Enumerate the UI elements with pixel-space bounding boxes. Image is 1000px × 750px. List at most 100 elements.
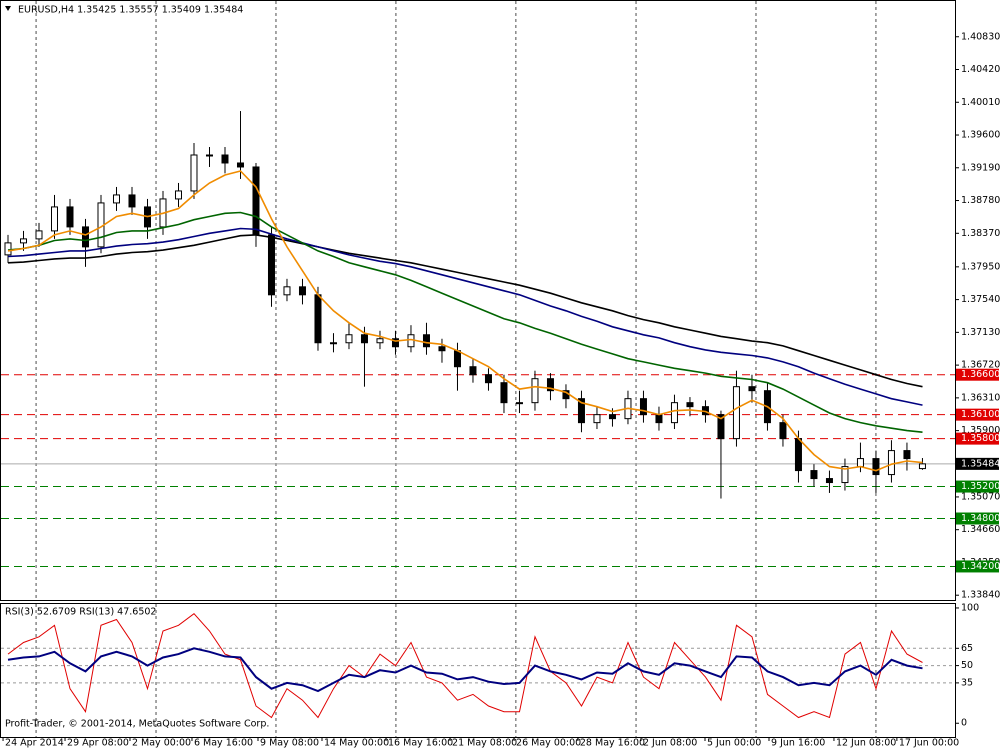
candle-body xyxy=(50,206,58,232)
level-label: 1.36100 xyxy=(961,409,1000,420)
candle-body xyxy=(856,458,864,468)
line-series xyxy=(7,613,923,719)
y-tick-label: 1.39600 xyxy=(961,130,1000,141)
candle-body xyxy=(453,350,461,368)
y-tick-label: 1.35900 xyxy=(961,425,1000,436)
y-tick-label: 1.36310 xyxy=(961,392,1000,403)
y-tick-label: 65 xyxy=(961,643,973,654)
candle-body xyxy=(174,190,182,200)
x-tick-label: 6 May 16:00 xyxy=(194,738,253,749)
chart-title: EURUSD,H4 1.35425 1.35557 1.35409 1.3548… xyxy=(18,5,243,16)
candle-body xyxy=(903,450,911,460)
main-frame xyxy=(0,0,956,601)
x-tick-label: 21 May 08:00 xyxy=(452,738,517,749)
line-series xyxy=(7,227,923,406)
candle-body xyxy=(128,194,136,208)
candle-body xyxy=(794,438,802,472)
candle-body xyxy=(314,294,322,344)
candle-body xyxy=(655,414,663,424)
level-box xyxy=(956,432,999,445)
candle-body xyxy=(345,334,353,344)
collapse-icon[interactable] xyxy=(5,6,11,11)
candle-body xyxy=(918,463,926,470)
level-label: 1.35800 xyxy=(961,433,1000,444)
y-tick-label: 35 xyxy=(961,677,973,688)
candle-body xyxy=(515,402,523,405)
candle-body xyxy=(872,458,880,476)
level-box xyxy=(956,457,999,470)
level-label: 1.34800 xyxy=(961,513,1000,524)
candle-body xyxy=(252,166,260,236)
y-tick-label: 1.34660 xyxy=(961,524,1000,535)
candle-body xyxy=(112,194,120,204)
y-tick-label: 1.33840 xyxy=(961,590,1000,601)
level-label: 1.35484 xyxy=(961,458,1000,469)
candle-body xyxy=(469,366,477,376)
x-tick-label: 5 Jun 00:00 xyxy=(707,738,761,749)
level-box xyxy=(956,560,999,573)
level-label: 1.34200 xyxy=(961,561,1000,572)
y-tick-label: 1.40830 xyxy=(961,31,1000,42)
candle-body xyxy=(4,242,12,256)
candle-body xyxy=(81,226,89,248)
x-tick-label: 2 May 00:00 xyxy=(132,738,191,749)
candle-body xyxy=(267,234,275,296)
level-box xyxy=(956,368,999,381)
y-tick-label: 1.36720 xyxy=(961,360,1000,371)
y-tick-label: 1.37950 xyxy=(961,261,1000,272)
candle-body xyxy=(298,286,306,296)
y-tick-label: 1.40420 xyxy=(961,64,1000,75)
x-tick-label: 9 May 08:00 xyxy=(260,738,319,749)
y-tick-label: 1.37130 xyxy=(961,327,1000,338)
candle-body xyxy=(500,382,508,404)
level-box xyxy=(956,408,999,421)
level-box xyxy=(956,512,999,525)
candle-body xyxy=(66,206,74,228)
candle-body xyxy=(205,154,213,157)
rsi-frame xyxy=(0,603,956,738)
x-tick-label: 12 Jun 08:00 xyxy=(836,738,896,749)
candle-body xyxy=(190,154,198,192)
candle-body xyxy=(779,422,787,440)
candle-body xyxy=(221,154,229,164)
x-tick-label: 29 Apr 08:00 xyxy=(67,738,129,749)
line-series xyxy=(7,234,923,388)
candle-body xyxy=(686,402,694,408)
y-tick-label: 1.38370 xyxy=(961,228,1000,239)
candle-body xyxy=(438,346,446,352)
line-series xyxy=(7,211,923,433)
copyright: Profit-Trader, © 2001-2014, MetaQuotes S… xyxy=(5,719,269,730)
candle-body xyxy=(887,450,895,476)
candle-body xyxy=(391,338,399,348)
level-label: 1.35200 xyxy=(961,481,1000,492)
x-tick-label: 17 Jun 00:00 xyxy=(899,738,959,749)
candle-body xyxy=(593,414,601,424)
candle-body xyxy=(748,386,756,392)
candle-body xyxy=(810,470,818,480)
rsi-title: RSI(3) 52.6709 RSI(13) 47.6502 xyxy=(5,607,156,618)
y-tick-label: 100 xyxy=(961,602,979,613)
candle-body xyxy=(283,286,291,296)
candle-body xyxy=(484,374,492,384)
y-tick-label: 0 xyxy=(961,718,967,729)
candle-body xyxy=(670,402,678,424)
candle-body xyxy=(360,334,368,344)
level-box xyxy=(956,480,999,493)
x-tick-label: 24 Apr 2014 xyxy=(5,738,64,749)
candle-body xyxy=(639,398,647,416)
candle-body xyxy=(608,414,616,420)
candle-body xyxy=(35,230,43,240)
candle-body xyxy=(376,338,384,344)
x-tick-label: 9 Jun 16:00 xyxy=(771,738,825,749)
candle-body xyxy=(531,378,539,404)
x-tick-label: 26 May 00:00 xyxy=(516,738,581,749)
candle-body xyxy=(329,342,337,345)
y-tick-label: 1.40010 xyxy=(961,97,1000,108)
candle-body xyxy=(422,334,430,348)
candle-body xyxy=(732,386,740,440)
line-series xyxy=(7,170,923,472)
y-tick-label: 1.37540 xyxy=(961,294,1000,305)
line-series xyxy=(7,647,923,693)
x-tick-label: 16 May 16:00 xyxy=(388,738,453,749)
y-tick-label: 1.39190 xyxy=(961,162,1000,173)
